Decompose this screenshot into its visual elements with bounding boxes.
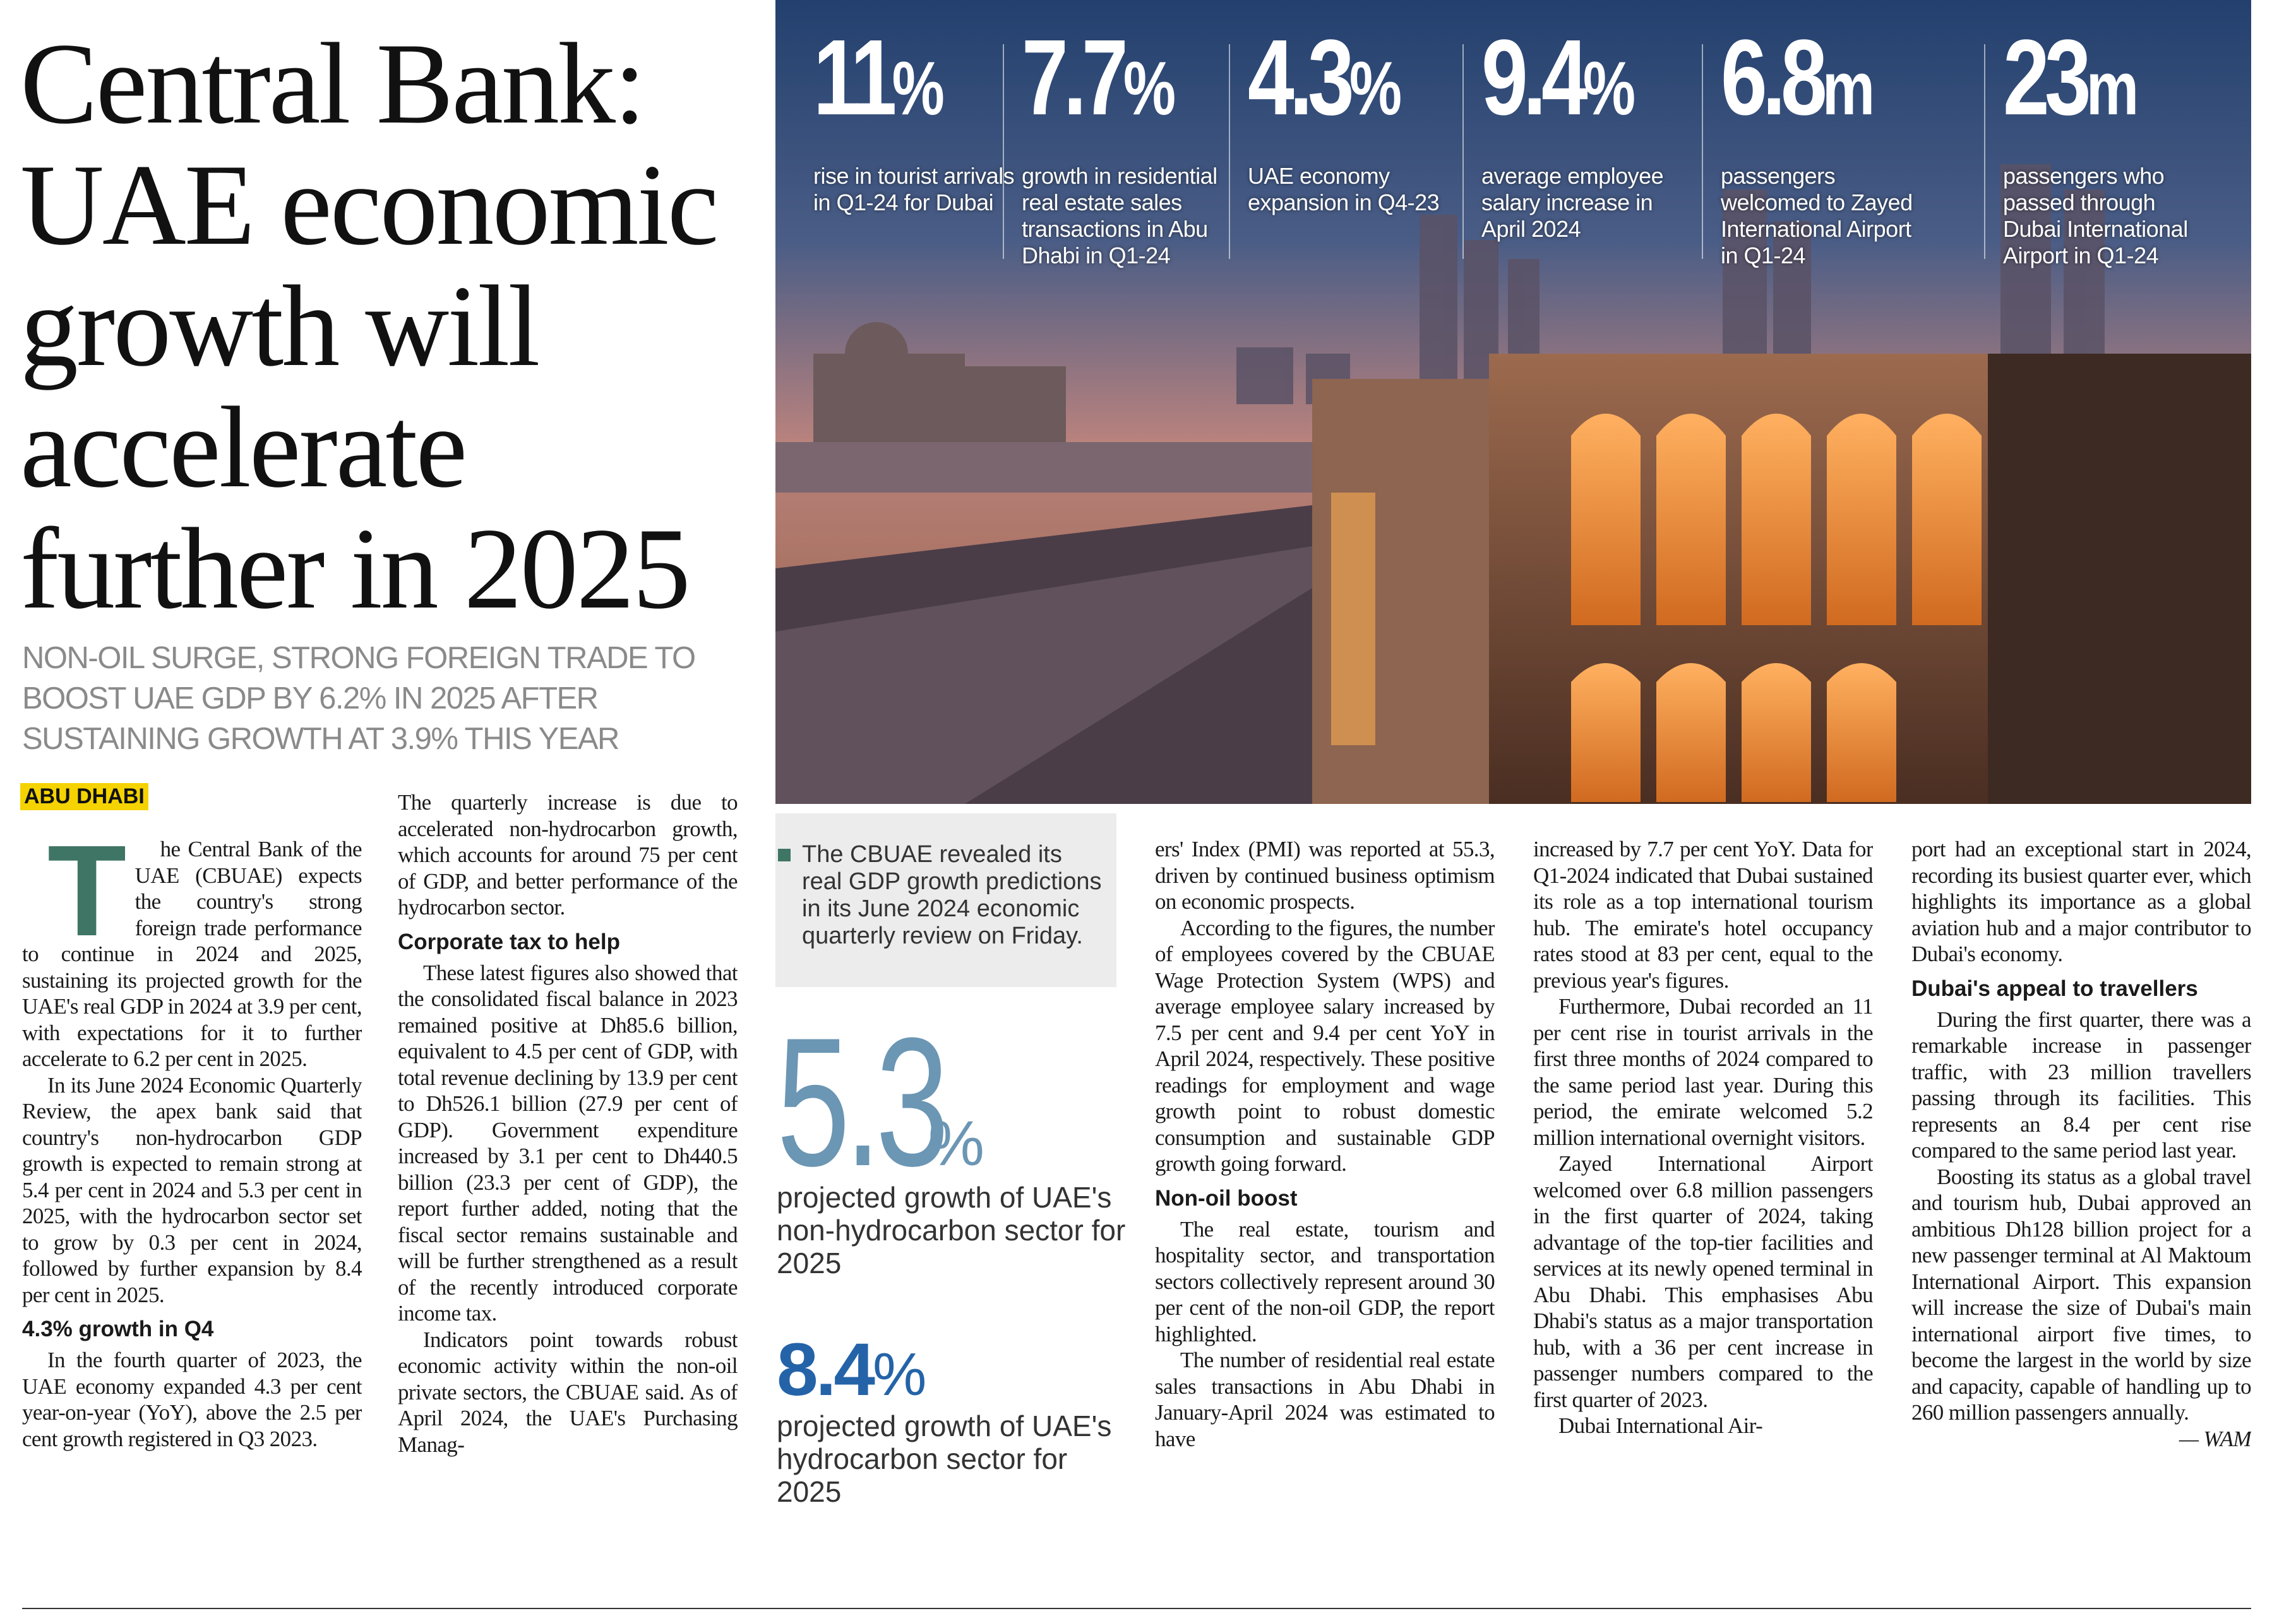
body-column: port had an exceptional start in 2024, r… xyxy=(1911,836,2251,1579)
stat-figure: 4.3% xyxy=(1248,18,1402,138)
paragraph: Furthermore, Dubai recorded an 11 per ce… xyxy=(1533,994,1873,1150)
dateline: ABU DHABI xyxy=(20,783,148,810)
stat-label: rise in tourist arrivals in Q1-24 for Du… xyxy=(813,163,1015,215)
highlight: 5.3% projected growth of UAE's non-hydro… xyxy=(777,1000,1130,1279)
paragraph: Zayed International Airport welcomed ove… xyxy=(1533,1151,1873,1412)
subhead: Corporate tax to help xyxy=(398,929,620,954)
paragraph: The number of residential real estate sa… xyxy=(1155,1348,1495,1451)
stat-separator xyxy=(1229,44,1230,259)
stat-figure: 6.8m xyxy=(1721,18,1875,138)
paragraph: Indicators point towards robust economic… xyxy=(398,1327,738,1457)
stat-unit: % xyxy=(1582,46,1635,131)
paragraph: port had an exceptional start in 2024, r… xyxy=(1911,837,2251,966)
stat-number: 7.7% xyxy=(1022,24,1230,144)
headline: Central Bank: UAE economic growth will a… xyxy=(20,19,719,633)
stat-number: 6.8m xyxy=(1721,24,1929,144)
stat-number: 4.3% xyxy=(1248,24,1456,144)
subhead: Non-oil boost xyxy=(1155,1185,1298,1211)
body-column: The quarterly increase is due to acceler… xyxy=(398,789,738,1579)
paragraph: In the fourth quarter of 2023, the UAE e… xyxy=(22,1348,362,1451)
paragraph: ers' Index (PMI) was reported at 55.3, d… xyxy=(1155,837,1495,914)
stat-unit: % xyxy=(1123,46,1176,131)
stat-separator xyxy=(1462,44,1464,259)
stat-label: growth in residential real estate sales … xyxy=(1022,163,1217,268)
photo: 11% rise in tourist arrivals in Q1-24 for… xyxy=(775,0,2251,804)
paragraph: The quarterly increase is due to acceler… xyxy=(398,790,738,919)
highlight-number: 5.3% xyxy=(777,1000,1130,1204)
highlight-number: 8.4% xyxy=(777,1333,1130,1410)
caption-bullet xyxy=(778,849,791,861)
credit: — WAM xyxy=(2179,1426,2251,1451)
paragraph: The real estate, tourism and hospitality… xyxy=(1155,1216,1495,1346)
stat-separator xyxy=(1003,44,1004,259)
stat-unit: % xyxy=(1349,46,1402,131)
stat: 6.8m passengers welcomed to Zayed Interna… xyxy=(1721,24,1929,269)
paragraph: Boosting its status as a global travel a… xyxy=(1911,1164,2251,1451)
highlight-unit: % xyxy=(873,1341,927,1408)
stat: 7.7% growth in residential real estate sa… xyxy=(1022,24,1230,269)
photo-art xyxy=(775,0,2251,804)
highlight-text: projected growth of UAE's hydrocarbon se… xyxy=(777,1410,1112,1508)
highlight-unit: % xyxy=(928,1108,984,1179)
stat-unit: m xyxy=(1822,46,1875,131)
paragraph: According to the figures, the number of … xyxy=(1155,915,1495,1177)
stat-separator xyxy=(1984,44,1985,259)
highlight-text: projected growth of UAE's non-hydrocarbo… xyxy=(777,1181,1126,1279)
paragraph: increased by 7.7 per cent YoY. Data for … xyxy=(1533,837,1873,993)
subhead: 4.3% growth in Q4 xyxy=(22,1317,214,1341)
stat-number: 23m xyxy=(2003,24,2211,144)
stat-figure: 7.7% xyxy=(1022,18,1176,138)
stat-label: UAE economy expansion in Q4-23 xyxy=(1248,163,1440,215)
paragraph: During the first quarter, there was a re… xyxy=(1911,1007,2251,1163)
stat-label: passengers who passed through Dubai Inte… xyxy=(2003,163,2188,268)
body-column: The Central Bank of the UAE (CBUAE) expe… xyxy=(22,836,362,1579)
subhead: Dubai's appeal to travellers xyxy=(1911,976,2198,1001)
body-column: ers' Index (PMI) was reported at 55.3, d… xyxy=(1155,836,1495,1579)
paragraph: In its June 2024 Economic Quarterly Revi… xyxy=(22,1072,362,1307)
stat: 23m passengers who passed through Dubai I… xyxy=(2003,24,2211,269)
stat-separator xyxy=(1702,44,1703,259)
stat-number: 9.4% xyxy=(1481,24,1690,144)
stat: 9.4% average employee salary increase in … xyxy=(1481,24,1690,243)
stat-figure: 23m xyxy=(2003,18,2139,138)
stat-unit: % xyxy=(892,46,945,131)
stat: 4.3% UAE economy expansion in Q4-23 xyxy=(1248,24,1456,216)
stat: 11% rise in tourist arrivals in Q1-24 for… xyxy=(813,24,1022,216)
stat-label: passengers welcomed to Zayed Internation… xyxy=(1721,163,1913,268)
caption-box: The CBUAE revealed its real GDP growth p… xyxy=(775,813,1116,987)
paragraph: These latest figures also showed that th… xyxy=(398,960,738,1326)
caption: The CBUAE revealed its real GDP growth p… xyxy=(802,841,1102,949)
highlight-figure: 8.4 xyxy=(777,1328,875,1411)
bottom-rule xyxy=(22,1608,2251,1609)
stat-unit: m xyxy=(2086,46,2139,131)
body-column: increased by 7.7 per cent YoY. Data for … xyxy=(1533,836,1873,1579)
highlight: 8.4% projected growth of UAE's hydrocarb… xyxy=(777,1333,1130,1508)
highlight-figure: 5.3 xyxy=(777,1000,949,1204)
stat-figure: 11% xyxy=(813,18,945,138)
subheadline: NON-OIL SURGE, STRONG FOREIGN TRADE TO B… xyxy=(22,641,696,756)
stat-number: 11% xyxy=(813,24,1022,144)
paragraph: The Central Bank of the UAE (CBUAE) expe… xyxy=(22,836,362,1071)
stat-label: average employee salary increase in Apri… xyxy=(1481,163,1664,242)
paragraph: Dubai International Air- xyxy=(1558,1413,1763,1438)
stat-figure: 9.4% xyxy=(1481,18,1635,138)
